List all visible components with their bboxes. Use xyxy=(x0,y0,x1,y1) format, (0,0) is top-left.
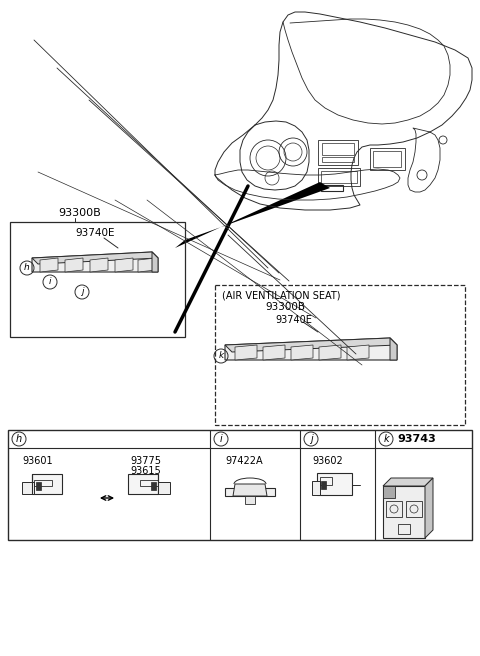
Bar xyxy=(312,481,320,495)
Bar xyxy=(318,140,358,165)
Polygon shape xyxy=(263,345,285,360)
Polygon shape xyxy=(225,338,397,360)
Text: i: i xyxy=(49,277,51,287)
Text: h: h xyxy=(16,434,22,444)
Text: 93775: 93775 xyxy=(130,456,161,466)
Polygon shape xyxy=(319,345,341,360)
Text: 93740E: 93740E xyxy=(275,315,312,325)
Bar xyxy=(32,474,62,494)
Text: k: k xyxy=(383,434,389,444)
Bar xyxy=(320,477,332,485)
Polygon shape xyxy=(32,252,158,264)
Text: 97422A: 97422A xyxy=(225,456,263,466)
Bar xyxy=(406,501,422,517)
Bar xyxy=(317,473,352,495)
Bar xyxy=(321,185,343,191)
Polygon shape xyxy=(390,338,397,360)
Bar xyxy=(22,482,34,494)
Text: 93300B: 93300B xyxy=(265,302,305,312)
Polygon shape xyxy=(115,258,133,272)
Bar xyxy=(36,482,41,490)
Text: k: k xyxy=(218,352,224,361)
Polygon shape xyxy=(425,478,433,538)
Polygon shape xyxy=(32,252,158,272)
Bar xyxy=(386,501,402,517)
Text: 93300B: 93300B xyxy=(58,208,101,218)
Polygon shape xyxy=(383,486,425,538)
Text: 93615: 93615 xyxy=(130,466,161,476)
Text: 93740E: 93740E xyxy=(75,228,115,238)
Text: 93602: 93602 xyxy=(312,456,343,466)
Polygon shape xyxy=(233,484,267,496)
Text: h: h xyxy=(24,264,30,272)
Bar xyxy=(140,480,158,486)
Text: i: i xyxy=(220,434,222,444)
Text: j: j xyxy=(310,434,312,444)
Text: 93743: 93743 xyxy=(397,434,436,444)
Bar xyxy=(245,496,255,504)
Polygon shape xyxy=(383,478,433,486)
Bar xyxy=(158,482,170,494)
Bar xyxy=(321,481,326,489)
Polygon shape xyxy=(138,258,156,272)
Bar xyxy=(322,157,354,162)
Bar xyxy=(373,151,401,167)
Bar xyxy=(370,148,405,170)
Polygon shape xyxy=(175,182,330,248)
Polygon shape xyxy=(291,345,313,360)
Bar xyxy=(398,524,410,534)
Bar xyxy=(225,488,275,496)
Bar xyxy=(321,171,357,183)
Bar xyxy=(151,482,156,490)
Polygon shape xyxy=(40,258,58,272)
Bar xyxy=(10,222,185,337)
Polygon shape xyxy=(235,345,257,360)
Polygon shape xyxy=(65,258,83,272)
Text: (AIR VENTILATION SEAT): (AIR VENTILATION SEAT) xyxy=(222,291,340,301)
Bar xyxy=(128,474,158,494)
Text: j: j xyxy=(81,287,83,297)
Bar xyxy=(34,480,52,486)
Polygon shape xyxy=(225,338,397,352)
Polygon shape xyxy=(347,345,369,360)
Bar xyxy=(8,430,472,540)
Polygon shape xyxy=(90,258,108,272)
Text: 93601: 93601 xyxy=(22,456,53,466)
Polygon shape xyxy=(152,252,158,272)
Bar xyxy=(215,285,465,425)
Bar xyxy=(318,168,360,186)
Polygon shape xyxy=(383,486,395,498)
Bar xyxy=(322,143,354,155)
